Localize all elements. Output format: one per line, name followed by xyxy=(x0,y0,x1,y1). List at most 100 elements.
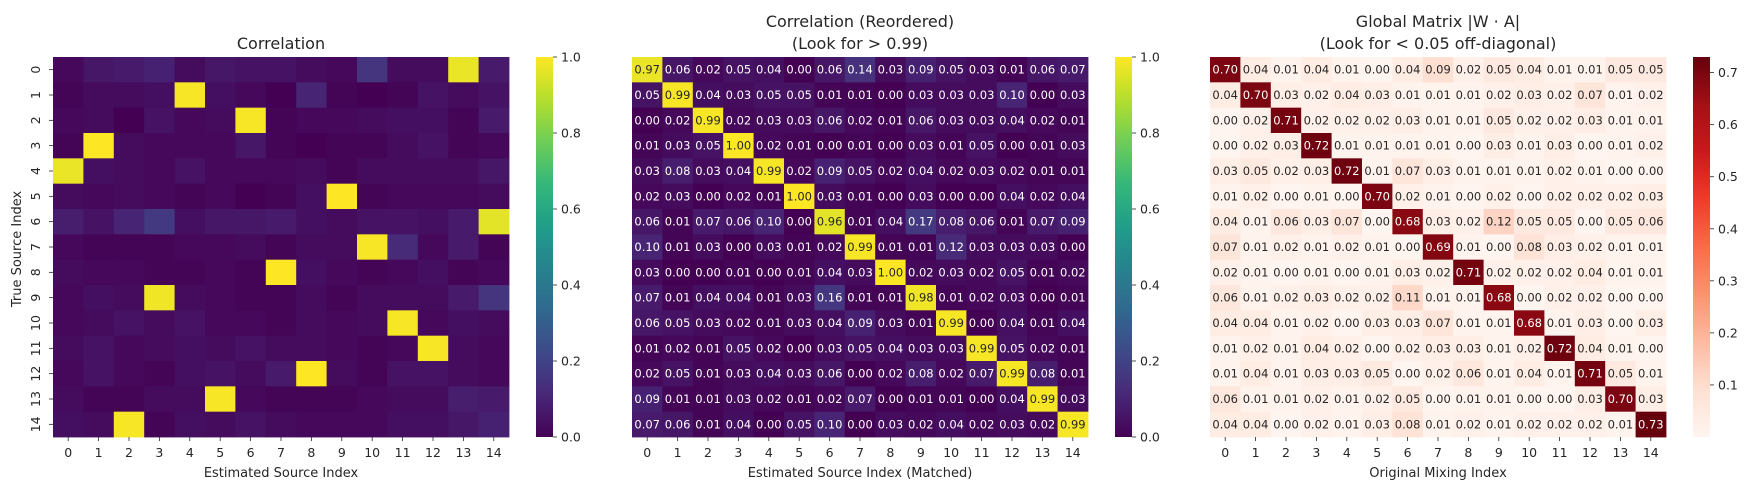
heatmap-cell xyxy=(326,209,358,235)
heatmap-cell xyxy=(753,183,785,210)
heatmap-cell xyxy=(996,57,1028,83)
cell-value-label: 0.01 xyxy=(756,316,782,330)
cell-value-label: 0.01 xyxy=(1334,139,1360,153)
heatmap-cell xyxy=(1210,158,1241,185)
heatmap-cell xyxy=(844,107,876,134)
cell-value-label: 0.03 xyxy=(756,113,782,127)
heatmap-cell xyxy=(1514,209,1545,235)
cell-value-label: 0.03 xyxy=(908,341,934,355)
heatmap-cell xyxy=(1240,158,1272,185)
cell-value-label: 0.14 xyxy=(847,63,873,77)
x-tick-label: 2 xyxy=(704,445,712,460)
cell-value-label: 0.99 xyxy=(847,240,873,254)
x-tick-label: 0 xyxy=(64,445,72,460)
heatmap-cell xyxy=(235,259,267,286)
cell-value-label: 0.02 xyxy=(1577,240,1603,254)
heatmap-cell xyxy=(83,133,115,159)
x-tick-label: 13 xyxy=(1034,445,1050,460)
heatmap-cell xyxy=(662,285,694,311)
cell-value-label: 0.01 xyxy=(908,316,934,330)
cell-value-label: 0.71 xyxy=(1456,265,1482,279)
heatmap-cell xyxy=(936,234,967,261)
heatmap-cell xyxy=(144,133,175,159)
x-tick-label: 5 xyxy=(216,445,224,460)
heatmap-cell xyxy=(632,285,663,311)
cell-value-label: 0.05 xyxy=(1547,215,1573,229)
heatmap-cell xyxy=(936,158,967,185)
heatmap-cell xyxy=(1514,158,1545,185)
cell-value-label: 0.03 xyxy=(665,189,691,203)
heatmap-cell xyxy=(936,82,967,109)
heatmap-cell xyxy=(1210,57,1241,83)
heatmap-cell xyxy=(296,57,327,83)
cell-value-label: 0.02 xyxy=(1456,417,1482,431)
cell-value-label: 0.96 xyxy=(817,215,843,229)
cell-value-label: 0.02 xyxy=(817,392,843,406)
heatmap-cell xyxy=(814,335,846,362)
heatmap-cell xyxy=(417,209,449,235)
heatmap-cell xyxy=(1422,310,1454,337)
x-tick-label: 9 xyxy=(338,445,346,460)
heatmap-cell xyxy=(875,57,906,83)
cell-value-label: 0.01 xyxy=(1364,139,1390,153)
heatmap-cell xyxy=(692,107,724,134)
cell-value-label: 0.06 xyxy=(726,215,752,229)
cell-value-label: 0.01 xyxy=(1638,367,1664,381)
heatmap-cell xyxy=(1605,107,1636,134)
heatmap-cell xyxy=(753,82,785,109)
heatmap-cell xyxy=(174,183,206,210)
x-tick-label: 1 xyxy=(674,445,682,460)
cell-value-label: 0.03 xyxy=(1304,291,1330,305)
heatmap-cell xyxy=(113,209,145,235)
cell-value-label: 0.03 xyxy=(1638,189,1664,203)
cell-value-label: 0.01 xyxy=(665,392,691,406)
cell-value-label: 0.03 xyxy=(1516,88,1542,102)
heatmap-cell xyxy=(1210,183,1241,210)
heatmap-cell xyxy=(83,310,115,337)
heatmap-cell xyxy=(1331,411,1363,438)
heatmap-cell xyxy=(1057,158,1089,185)
x-tick-label: 12 xyxy=(1582,445,1598,460)
cell-value-label: 0.03 xyxy=(786,316,812,330)
heatmap-cell xyxy=(1240,183,1272,210)
cell-value-label: 0.03 xyxy=(999,240,1025,254)
heatmap-cell xyxy=(1331,158,1363,185)
cell-value-label: 0.01 xyxy=(1030,164,1056,178)
heatmap-cell xyxy=(875,158,906,185)
heatmap-cell xyxy=(936,310,967,337)
heatmap-cell xyxy=(1057,335,1089,362)
heatmap-cell xyxy=(144,107,175,134)
cell-value-label: 0.00 xyxy=(726,240,752,254)
cell-value-label: 0.00 xyxy=(817,139,843,153)
heatmap-cell xyxy=(1240,234,1272,261)
y-axis-label-correlation: True Source Index xyxy=(10,191,25,309)
heatmap-cell xyxy=(53,133,84,159)
heatmap-cell xyxy=(113,310,145,337)
cell-value-label: 0.02 xyxy=(1547,164,1573,178)
cell-value-label: 0.01 xyxy=(1608,341,1634,355)
cell-value-label: 0.06 xyxy=(634,316,660,330)
heatmap-cell xyxy=(1210,133,1241,159)
heatmap-cell xyxy=(296,133,327,159)
heatmap-cell xyxy=(844,183,876,210)
heatmap-cell xyxy=(326,234,358,261)
heatmap-cell xyxy=(1331,133,1363,159)
cell-value-label: 0.08 xyxy=(665,164,691,178)
x-tick-label: 7 xyxy=(856,445,864,460)
heatmap-cell xyxy=(1331,361,1363,387)
x-tick-label: 6 xyxy=(1404,445,1412,460)
colorbar-tick-label: 0.4 xyxy=(1718,221,1738,236)
cell-value-label: 0.06 xyxy=(1273,215,1299,229)
cell-value-label: 0.01 xyxy=(938,139,964,153)
heatmap-cell xyxy=(692,411,724,438)
x-tick-label: 10 xyxy=(1521,445,1537,460)
heatmap-cell xyxy=(113,234,145,261)
cell-value-label: 0.01 xyxy=(1334,417,1360,431)
heatmap-cell xyxy=(1453,361,1484,387)
cell-value-label: 0.02 xyxy=(847,113,873,127)
cell-value-label: 0.04 xyxy=(1304,341,1330,355)
cell-value-label: 0.03 xyxy=(634,265,660,279)
heatmap-cell xyxy=(1605,335,1636,362)
cell-value-label: 0.00 xyxy=(1030,88,1056,102)
heatmap-cell xyxy=(387,107,419,134)
